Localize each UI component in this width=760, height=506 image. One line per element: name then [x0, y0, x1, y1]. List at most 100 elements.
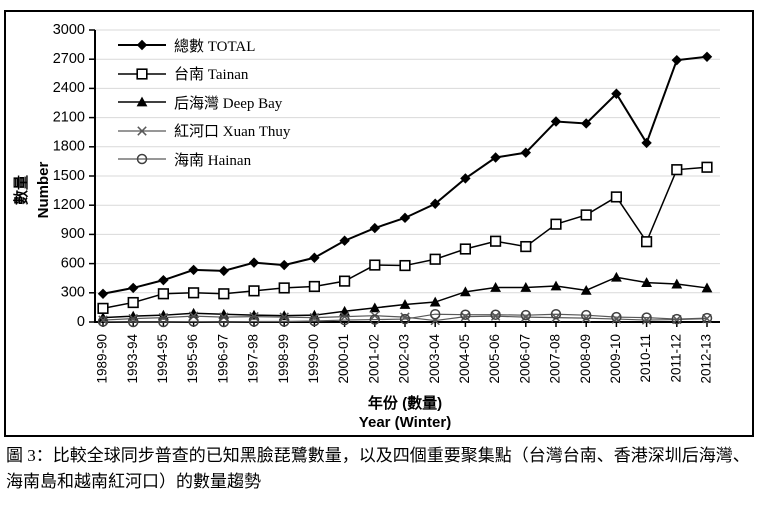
circle-open-marker — [641, 312, 652, 323]
diamond-filled-marker — [490, 152, 501, 163]
square-open-marker — [701, 161, 713, 173]
triangle-filled-marker — [218, 308, 230, 319]
circle-open-marker — [339, 314, 350, 326]
diamond-filled-marker — [550, 116, 562, 127]
x-axis-title-zh: 年份 (數量) — [368, 394, 442, 412]
triangle-filled-marker — [369, 302, 381, 313]
triangle-filled-marker — [429, 296, 441, 307]
x-axis-tick-label: 1998-99 — [276, 334, 291, 384]
circle-open-marker — [701, 312, 713, 324]
legend-label: 后海灣 Deep Bay — [174, 95, 283, 112]
square-open-marker — [308, 280, 321, 293]
x-axis-tick-label: 2004-05 — [457, 334, 472, 384]
diamond-filled-marker — [611, 88, 622, 99]
square-open-marker — [188, 287, 200, 299]
x-cross-marker — [521, 312, 531, 322]
square-open-marker — [671, 164, 683, 176]
x-axis-tick-label: 1999-00 — [306, 334, 321, 384]
square-open-marker — [489, 235, 502, 247]
diamond-filled-marker — [339, 235, 350, 246]
y-axis-title-zh: 數量 — [12, 175, 30, 205]
triangle-filled-marker — [490, 282, 501, 292]
circle-open-marker — [369, 314, 381, 325]
diamond-filled-marker — [248, 257, 260, 268]
x-axis-tick-label: 2002-03 — [397, 334, 412, 384]
triangle-filled-marker — [611, 271, 622, 282]
square-open-marker — [429, 253, 441, 265]
diamond-filled-marker — [218, 265, 229, 277]
square-open-marker — [369, 259, 381, 271]
square-open-marker — [248, 285, 260, 297]
diamond-filled-marker — [520, 147, 531, 158]
y-axis-tick-label: 3000 — [53, 22, 85, 38]
square-open-marker — [640, 236, 653, 248]
triangle-filled-marker — [188, 307, 199, 318]
diamond-filled-marker — [309, 252, 320, 263]
diamond-filled-marker — [671, 54, 682, 66]
circle-open-marker — [611, 311, 622, 323]
circle-open-marker — [490, 309, 501, 320]
circle-open-marker — [188, 316, 199, 327]
square-open-marker — [580, 209, 592, 221]
circle-open-marker — [218, 316, 230, 328]
diamond-filled-marker — [128, 282, 139, 294]
circle-open-marker — [429, 308, 441, 320]
series-line-circle-open — [102, 313, 708, 323]
legend-item-diamond-filled: 總數 TOTAL — [116, 31, 290, 60]
diamond-filled-marker — [581, 118, 592, 129]
circle-open-marker — [580, 309, 592, 321]
y-axis-tick-label: 2400 — [53, 80, 85, 96]
chart-legend: 總數 TOTAL 台南 Tainan 后海灣 Deep Bay 紅河口 Xuan Th… — [116, 31, 290, 174]
legend-marker-diamond-filled — [118, 40, 166, 51]
square-open-marker — [550, 218, 562, 230]
x-axis-tick-label: 2006-07 — [517, 334, 532, 384]
triangle-filled-marker — [701, 282, 713, 293]
legend-label: 台南 Tainan — [174, 67, 249, 84]
circle-open-marker — [136, 154, 148, 165]
circle-open-marker — [158, 316, 169, 328]
x-axis-title-en: Year (Winter) — [359, 414, 451, 431]
x-axis-tick-label: 1995-96 — [185, 334, 200, 384]
circle-open-marker — [97, 316, 109, 327]
diamond-filled-marker — [369, 222, 380, 234]
x-cross-marker — [339, 311, 350, 322]
diamond-filled-marker — [460, 173, 471, 184]
square-open-marker — [610, 191, 622, 203]
x-cross-marker — [611, 314, 622, 324]
y-axis-tick-label: 600 — [61, 255, 85, 271]
figure-caption: 圖 3：比較全球同步普查的已知黑臉琵鷺數量，以及四個重要聚集點（台灣台南、香港深… — [6, 446, 750, 491]
legend-item-circle-open: 海南 Hainan — [116, 145, 290, 174]
x-cross-marker — [400, 312, 410, 322]
y-axis-tick-label: 2100 — [53, 109, 85, 125]
x-cross-marker — [137, 126, 147, 136]
figure-border — [4, 10, 754, 437]
circle-open-marker — [248, 316, 260, 327]
y-axis-tick-label: 2700 — [53, 51, 85, 67]
x-axis-tick-label: 2003-04 — [427, 334, 442, 384]
diamond-filled-marker — [641, 137, 652, 149]
circle-open-marker — [460, 309, 471, 320]
legend-label: 海南 Hainan — [174, 152, 252, 169]
circle-open-marker — [550, 308, 562, 320]
x-axis-tick-label: 2000-01 — [336, 334, 351, 384]
square-open-marker — [399, 259, 411, 272]
y-axis-tick-label: 900 — [61, 226, 85, 242]
square-open-marker — [459, 243, 472, 255]
circle-open-marker — [278, 316, 290, 327]
square-open-marker — [97, 302, 109, 314]
y-axis-tick-label: 1800 — [53, 139, 85, 155]
x-axis-tick-label: 1994-95 — [155, 334, 170, 384]
triangle-filled-marker — [399, 299, 411, 309]
legend-item-triangle-filled: 后海灣 Deep Bay — [116, 88, 290, 117]
triangle-filled-marker — [671, 278, 683, 289]
y-axis-tick-label: 0 — [77, 314, 85, 330]
circle-open-marker — [127, 316, 139, 328]
circle-open-marker — [309, 315, 320, 327]
y-axis-tick-label: 300 — [61, 285, 85, 301]
x-cross-marker — [309, 312, 320, 323]
diamond-filled-marker — [158, 274, 169, 286]
legend-item-square-open: 台南 Tainan — [116, 60, 290, 89]
diamond-filled-marker — [430, 198, 441, 209]
x-axis-tick-label: 1997-98 — [246, 334, 261, 384]
